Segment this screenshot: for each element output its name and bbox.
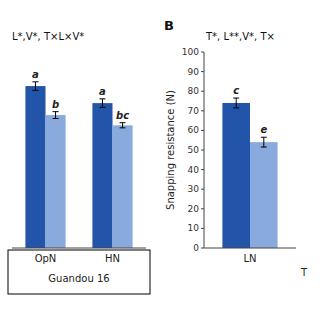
panel: a a b bc OpN HN L*,V*, T×L×V* Guandou 16	[8, 31, 150, 294]
bar	[250, 142, 278, 248]
y-tick-label: 60	[188, 125, 200, 135]
y-axis-label: Snapping resistance (N)	[165, 90, 176, 210]
x-axis-line	[204, 248, 296, 249]
x-axis-label: T	[300, 267, 308, 278]
error-bar	[99, 99, 105, 108]
x-axis-line	[12, 248, 146, 249]
y-tick	[201, 248, 204, 249]
y-tick-label: 20	[188, 204, 200, 214]
error-bar	[53, 112, 59, 119]
y-tick-label: 50	[188, 145, 200, 155]
label-box	[8, 250, 150, 294]
bar	[113, 125, 133, 248]
bar	[46, 115, 66, 248]
annotation: a	[32, 69, 39, 80]
x-tick-label: LN	[243, 253, 256, 264]
y-tick	[201, 110, 204, 111]
chart: a a b bc OpN HN L*,V*, T×L×V* Guandou 16 c e LN 0 10…	[0, 0, 320, 320]
error-bar	[233, 98, 239, 108]
y-tick-label: 0	[193, 243, 199, 253]
panel-label: B	[164, 18, 174, 33]
y-tick-label: 40	[188, 165, 200, 175]
y-tick	[201, 91, 204, 92]
x-axis-label: Guandou 16	[48, 273, 109, 284]
y-tick-label: 100	[182, 47, 199, 57]
plot-area	[222, 98, 277, 248]
annotation: bc	[116, 110, 129, 121]
annotation: a	[99, 86, 106, 97]
bar	[222, 103, 250, 248]
plot-area	[25, 82, 132, 248]
error-bar	[261, 137, 267, 147]
panel: c e LN 0 10 20 30 40 50 60 70 80 90 100 Snapping resis…	[164, 18, 308, 278]
annotation: b	[52, 99, 59, 110]
bar	[25, 86, 45, 248]
y-tick-label: 80	[188, 86, 200, 96]
error-bar	[32, 82, 38, 91]
y-tick-label: 30	[188, 184, 200, 194]
title: L*,V*, T×L×V*	[12, 31, 84, 42]
x-tick-label: OpN	[35, 253, 57, 264]
y-tick-label: 10	[188, 223, 200, 233]
y-tick	[201, 71, 204, 72]
title: T*, L**,V*, T×	[205, 31, 275, 42]
y-tick	[201, 130, 204, 131]
y-tick	[201, 189, 204, 190]
y-tick	[201, 228, 204, 229]
y-tick-label: 70	[188, 106, 200, 116]
y-tick	[201, 52, 204, 53]
y-tick	[201, 169, 204, 170]
y-tick	[201, 150, 204, 151]
y-tick	[201, 208, 204, 209]
annotation: e	[260, 124, 267, 135]
annotation: c	[233, 85, 239, 96]
bar	[92, 103, 112, 248]
y-tick-label: 90	[188, 67, 200, 77]
error-bar	[120, 123, 126, 128]
x-tick-label: HN	[105, 253, 120, 264]
